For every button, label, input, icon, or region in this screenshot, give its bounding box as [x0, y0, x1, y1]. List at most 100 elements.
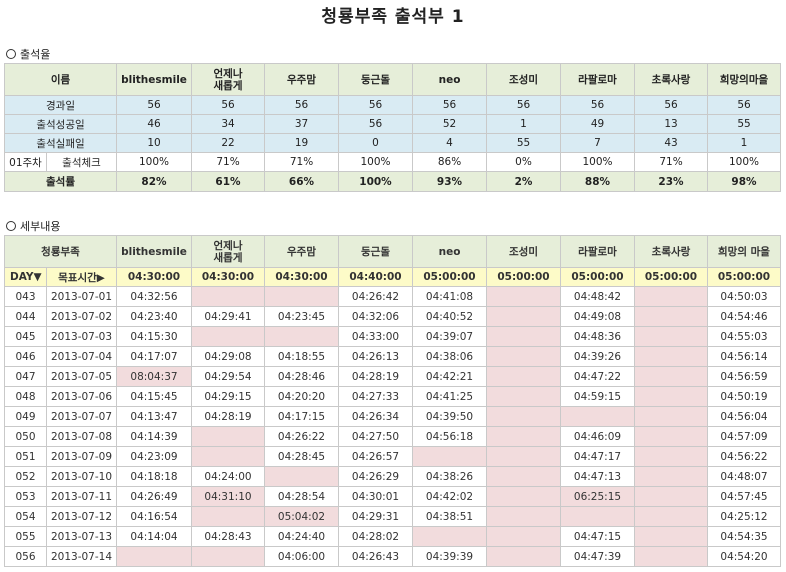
target-time: 05:00:00 [634, 267, 708, 287]
check-in-time [634, 366, 708, 387]
summary-value: 46 [116, 114, 192, 134]
header-member-name: 라팔로마 [560, 235, 635, 268]
detail-row: 049 2013-07-07 04:13:47 04:28:19 04:17:15 04:… [4, 406, 781, 427]
target-time: 04:40:00 [338, 267, 413, 287]
check-in-time [560, 406, 635, 427]
summary-header-row: 이름 blithesmile 언제나 새롭게 우주맘 둥근돌 neo 조성미 라팔로마 초록사랑 희… [4, 63, 781, 96]
day-number: 051 [4, 446, 47, 467]
check-in-time [191, 506, 265, 527]
check-in-time: 04:39:50 [412, 406, 487, 427]
check-in-time: 04:54:35 [707, 526, 781, 547]
summary-value: 37 [264, 114, 339, 134]
summary-value: 43 [634, 133, 708, 153]
check-in-time [486, 466, 561, 487]
check-in-time: 04:26:42 [338, 286, 413, 307]
header-member-name: blithesmile [116, 63, 192, 96]
check-in-time: 04:24:00 [191, 466, 265, 487]
check-in-time [116, 546, 192, 567]
check-in-time: 04:56:22 [707, 446, 781, 467]
check-in-time: 04:16:54 [116, 506, 192, 527]
target-time: 04:30:00 [116, 267, 192, 287]
check-in-time [634, 306, 708, 327]
target-time: 05:00:00 [707, 267, 781, 287]
check-in-time [634, 466, 708, 487]
check-in-time: 04:47:17 [560, 446, 635, 467]
summary-value: 7 [560, 133, 635, 153]
summary-row: 출석실패일 10 22 19 0 4 55 7 43 1 [4, 133, 781, 153]
summary-value: 56 [560, 95, 635, 115]
summary-value: 10 [116, 133, 192, 153]
week-value: 71% [191, 152, 265, 172]
check-in-time: 04:29:31 [338, 506, 413, 527]
check-in-time: 04:23:40 [116, 306, 192, 327]
day-number: 049 [4, 406, 47, 427]
check-in-time [191, 426, 265, 447]
check-in-time: 04:15:45 [116, 386, 192, 407]
summary-value: 56 [486, 95, 561, 115]
summary-value: 1 [486, 114, 561, 134]
header-member-name: 우주맘 [264, 63, 339, 96]
rate-value: 88% [560, 171, 635, 192]
check-in-time [486, 526, 561, 547]
check-in-time: 04:28:46 [264, 366, 339, 387]
check-in-time: 04:50:03 [707, 286, 781, 307]
check-in-time [634, 286, 708, 307]
section-attendance-rate-label: 출석율 [20, 48, 51, 61]
rate-value: 66% [264, 171, 339, 192]
summary-value: 4 [412, 133, 487, 153]
check-in-time [486, 426, 561, 447]
check-in-time: 04:56:18 [412, 426, 487, 447]
section-details-label: 세부내용 [20, 220, 61, 233]
check-in-time [264, 466, 339, 487]
check-in-time: 04:48:36 [560, 326, 635, 347]
summary-row: 경과일 56 56 56 56 56 56 56 56 56 [4, 95, 781, 115]
check-in-time [634, 386, 708, 407]
target-time: 05:00:00 [412, 267, 487, 287]
check-in-time: 04:14:04 [116, 526, 192, 547]
day-label: DAY▼ [4, 267, 47, 287]
check-in-time: 04:57:45 [707, 486, 781, 507]
summary-value: 56 [191, 95, 265, 115]
detail-row: 053 2013-07-11 04:26:49 04:31:10 04:28:54 04:… [4, 486, 781, 507]
check-in-time [486, 326, 561, 347]
header-member-name: 초록사랑 [634, 63, 708, 96]
check-in-time [191, 446, 265, 467]
week-value: 100% [707, 152, 781, 172]
check-in-time: 04:38:26 [412, 466, 487, 487]
attendance-rate-row: 출석률 82% 61% 66% 100% 93% 2% 88% 23% 98% [4, 171, 781, 192]
check-in-time: 04:49:08 [560, 306, 635, 327]
detail-row: 043 2013-07-01 04:32:56 04:26:42 04:41:08 04:… [4, 286, 781, 307]
check-in-time [486, 306, 561, 327]
summary-value: 56 [338, 95, 413, 115]
rate-value: 61% [191, 171, 265, 192]
check-in-time: 04:42:21 [412, 366, 487, 387]
date-cell: 2013-07-02 [46, 306, 117, 327]
check-in-time [191, 286, 265, 307]
header-member-name: 초록사랑 [634, 235, 708, 268]
check-in-time [412, 446, 487, 467]
circle-bullet-icon [6, 221, 16, 231]
summary-value: 56 [634, 95, 708, 115]
summary-row-label: 출석실패일 [4, 133, 117, 153]
section-details: 세부내용 [6, 218, 60, 234]
week-value: 71% [264, 152, 339, 172]
check-in-time: 04:29:41 [191, 306, 265, 327]
attendance-summary-table: 이름 blithesmile 언제나 새롭게 우주맘 둥근돌 neo 조성미 라팔로마 초록사랑 희… [4, 63, 781, 192]
date-cell: 2013-07-04 [46, 346, 117, 367]
detail-row: 045 2013-07-03 04:15:30 04:33:00 04:39:07 04:… [4, 326, 781, 347]
check-in-time: 04:28:19 [338, 366, 413, 387]
check-in-time: 04:41:25 [412, 386, 487, 407]
summary-value: 19 [264, 133, 339, 153]
check-in-time: 04:50:19 [707, 386, 781, 407]
check-in-time [486, 386, 561, 407]
date-cell: 2013-07-07 [46, 406, 117, 427]
check-in-time: 04:14:39 [116, 426, 192, 447]
rate-value: 2% [486, 171, 561, 192]
check-in-time: 04:29:54 [191, 366, 265, 387]
summary-value: 56 [707, 95, 781, 115]
detail-row: 056 2013-07-14 04:06:00 04:26:43 04:39:39 04:… [4, 546, 781, 567]
circle-bullet-icon [6, 49, 16, 59]
date-cell: 2013-07-14 [46, 546, 117, 567]
header-member-name: 희망의마을 [707, 63, 781, 96]
attendance-detail-table: 청룡부족 blithesmile 언제나 새롭게 우주맘 둥근돌 neo 조성미 라팔로마 초록사… [4, 235, 781, 567]
